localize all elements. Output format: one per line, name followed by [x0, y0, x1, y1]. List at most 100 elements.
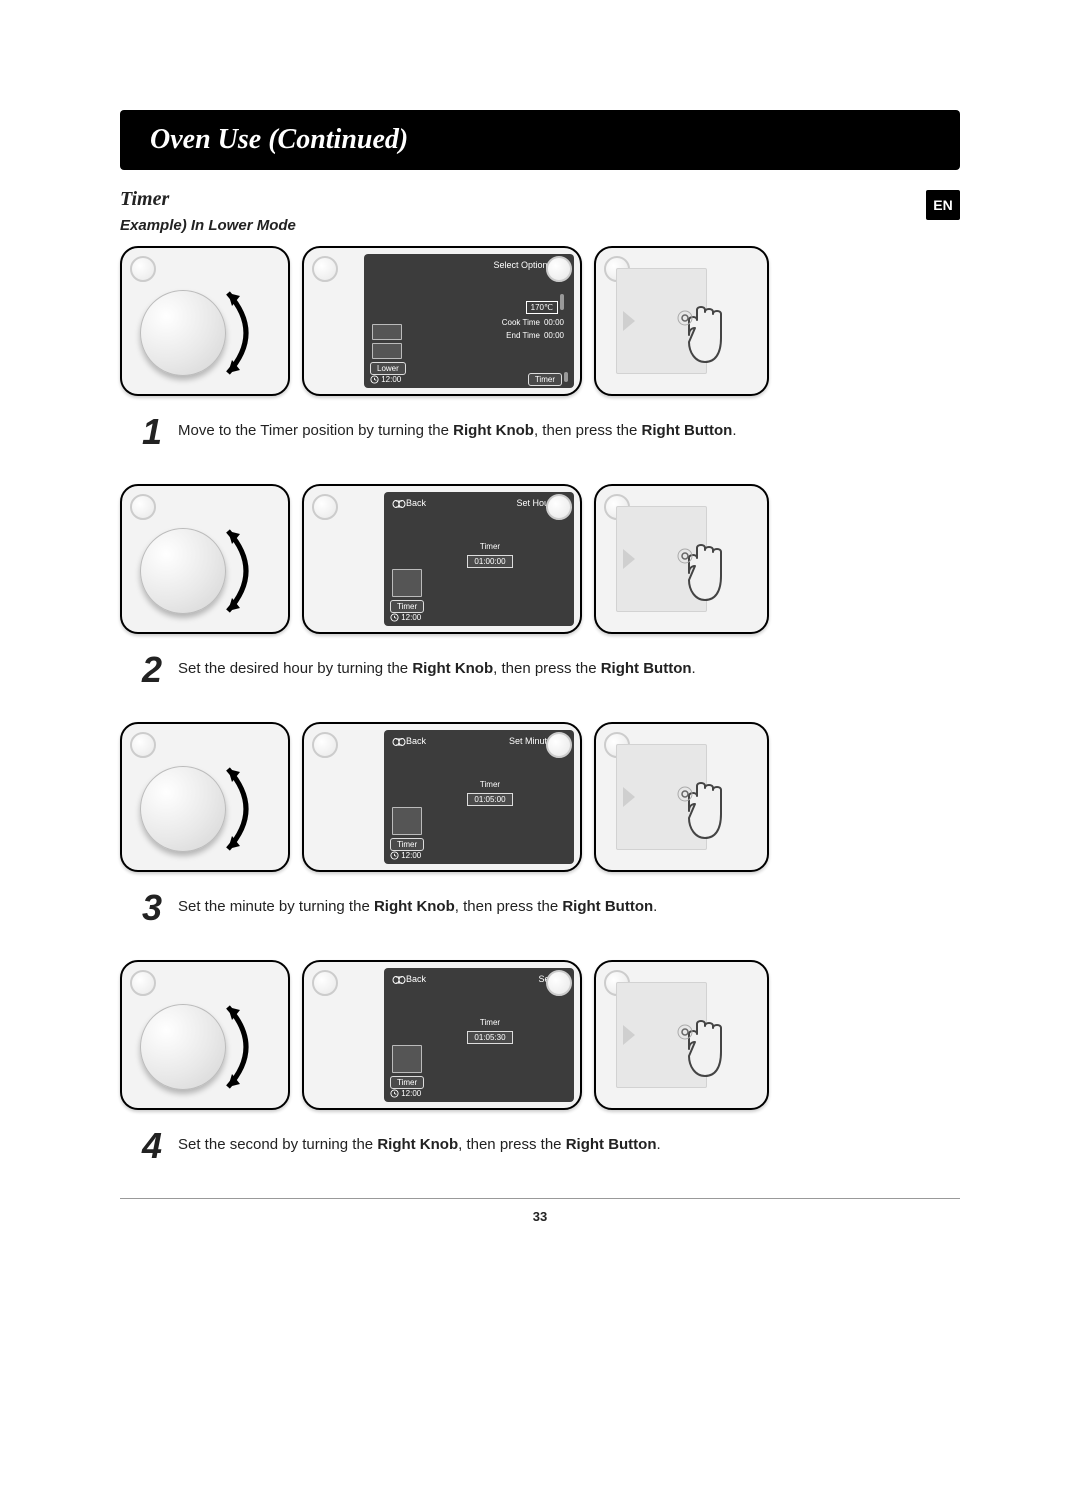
- knob-panel: [120, 960, 290, 1110]
- end-time-row: End Time00:00: [506, 331, 564, 340]
- small-knob-icon: [312, 732, 338, 758]
- control-knob: [140, 528, 226, 614]
- clock-icon: [370, 375, 379, 384]
- step-block: Back Set Timer 01:05:30 Timer 12:00: [120, 960, 960, 1164]
- small-knob-icon: [546, 970, 572, 996]
- small-knob-icon: [312, 256, 338, 282]
- rotate-arrow-icon: [218, 278, 272, 388]
- step-number: 2: [142, 652, 168, 688]
- rotate-arrow-icon: [218, 992, 272, 1102]
- step-text: Set the minute by turning the Right Knob…: [178, 890, 657, 917]
- control-knob: [140, 766, 226, 852]
- page-divider: [120, 1198, 960, 1199]
- step-illustration: Select Options 170℃ Cook Time00:00 End T…: [120, 246, 960, 396]
- step-instruction: 3 Set the minute by turning the Right Kn…: [120, 890, 960, 926]
- step-number: 3: [142, 890, 168, 926]
- center-value: 01:00:00: [467, 555, 512, 568]
- step-illustration: Back Set Timer 01:05:30 Timer 12:00: [120, 960, 960, 1110]
- display-panel: Back Set Hour Timer 01:00:00 Timer 12:00: [302, 484, 582, 634]
- oven-display: Select Options 170℃ Cook Time00:00 End T…: [364, 254, 574, 388]
- clock-row: 12:00: [390, 851, 424, 860]
- touch-panel: [594, 484, 769, 634]
- bottom-left-pill: Timer: [390, 600, 424, 613]
- oven-display: Back Set Hour Timer 01:00:00 Timer 12:00: [384, 492, 574, 626]
- play-icon: [623, 311, 635, 331]
- small-knob-icon: [130, 732, 156, 758]
- display-panel: Back Set Timer 01:05:30 Timer 12:00: [302, 960, 582, 1110]
- small-knob-icon: [130, 494, 156, 520]
- center-label: Timer: [480, 780, 500, 789]
- center-label: Timer: [480, 542, 500, 551]
- small-knob-icon: [130, 970, 156, 996]
- clock-icon: [390, 1089, 399, 1098]
- center-value: 01:05:30: [467, 1031, 512, 1044]
- knob-panel: [120, 722, 290, 872]
- subsection-title: Example) In Lower Mode: [120, 217, 960, 234]
- center-label: Timer: [480, 1018, 500, 1027]
- oven-display: Back Set Minute Timer 01:05:00 Timer 12:…: [384, 730, 574, 864]
- rotate-arrow-icon: [218, 754, 272, 864]
- play-icon: [623, 787, 635, 807]
- cavity-slot-upper: [372, 324, 402, 340]
- press-hand-icon: [677, 1002, 747, 1087]
- step-block: Select Options 170℃ Cook Time00:00 End T…: [120, 246, 960, 450]
- top-left-label: Back: [392, 974, 426, 985]
- rotate-arrow-icon: [218, 516, 272, 626]
- page-header: Oven Use (Continued): [120, 110, 960, 170]
- clock-row: 12:00: [390, 1089, 424, 1098]
- page-number: 33: [120, 1209, 960, 1224]
- knob-icon: [392, 975, 406, 985]
- play-icon: [623, 1025, 635, 1045]
- clock-row: 12:00: [390, 613, 424, 622]
- step-number: 1: [142, 414, 168, 450]
- press-hand-icon: [677, 526, 747, 611]
- control-knob: [140, 290, 226, 376]
- center-value: 01:05:00: [467, 793, 512, 806]
- step-instruction: 4 Set the second by turning the Right Kn…: [120, 1128, 960, 1164]
- knob-icon: [392, 737, 406, 747]
- press-hand-icon: [677, 764, 747, 849]
- touch-panel: [594, 246, 769, 396]
- step-illustration: Back Set Hour Timer 01:00:00 Timer 12:00: [120, 484, 960, 634]
- press-hand-icon: [677, 288, 747, 373]
- display-panel: Back Set Minute Timer 01:05:00 Timer 12:…: [302, 722, 582, 872]
- step-number: 4: [142, 1128, 168, 1164]
- touch-panel: [594, 722, 769, 872]
- bottom-left-pill: Timer: [390, 838, 424, 851]
- step-text: Set the desired hour by turning the Righ…: [178, 652, 696, 679]
- top-left-label: Back: [392, 498, 426, 509]
- cavity-slot: [392, 569, 422, 597]
- bottom-left-pill: Timer: [390, 1076, 424, 1089]
- knob-panel: [120, 246, 290, 396]
- step-block: Back Set Hour Timer 01:00:00 Timer 12:00: [120, 484, 960, 688]
- clock-icon: [390, 851, 399, 860]
- play-icon: [623, 549, 635, 569]
- small-knob-icon: [130, 256, 156, 282]
- small-knob-icon: [312, 970, 338, 996]
- step-text: Set the second by turning the Right Knob…: [178, 1128, 661, 1155]
- step-block: Back Set Minute Timer 01:05:00 Timer 12:…: [120, 722, 960, 926]
- cavity-slot-lower: [372, 343, 402, 359]
- cavity-slot: [392, 807, 422, 835]
- temperature-row: 170℃: [526, 294, 564, 314]
- small-knob-icon: [546, 732, 572, 758]
- cavity-slot: [392, 1045, 422, 1073]
- display-panel: Select Options 170℃ Cook Time00:00 End T…: [302, 246, 582, 396]
- top-left-label: Back: [392, 736, 426, 747]
- bottom-left-pill: Lower: [370, 362, 406, 375]
- small-knob-icon: [546, 256, 572, 282]
- language-badge: EN: [926, 190, 960, 220]
- clock-row: 12:00: [370, 375, 406, 384]
- touch-panel: [594, 960, 769, 1110]
- step-text: Move to the Timer position by turning th…: [178, 414, 737, 441]
- small-knob-icon: [546, 494, 572, 520]
- small-knob-icon: [312, 494, 338, 520]
- step-illustration: Back Set Minute Timer 01:05:00 Timer 12:…: [120, 722, 960, 872]
- knob-panel: [120, 484, 290, 634]
- section-title: Timer: [120, 188, 960, 211]
- oven-display: Back Set Timer 01:05:30 Timer 12:00: [384, 968, 574, 1102]
- control-knob: [140, 1004, 226, 1090]
- step-instruction: 1 Move to the Timer position by turning …: [120, 414, 960, 450]
- page-title: Oven Use (Continued): [150, 124, 408, 156]
- step-instruction: 2 Set the desired hour by turning the Ri…: [120, 652, 960, 688]
